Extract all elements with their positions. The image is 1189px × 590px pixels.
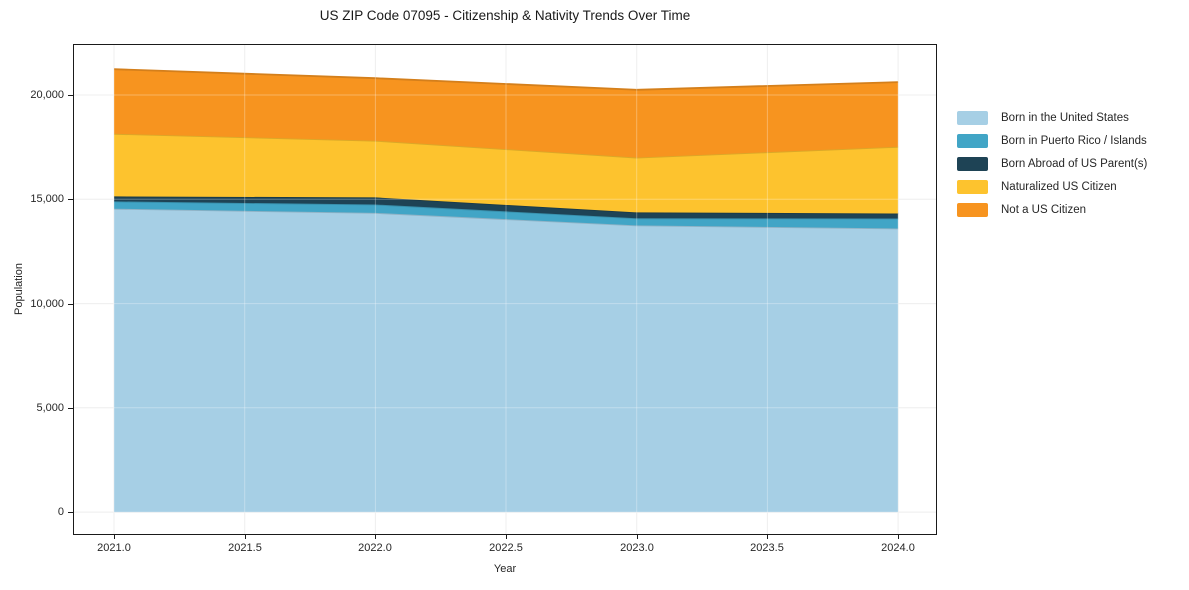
legend-label: Not a US Citizen	[1001, 203, 1087, 216]
legend-swatch-icon	[957, 179, 988, 194]
area-series-not-a-us-citizen	[114, 69, 899, 158]
y-axis-tick-label: 15,000	[30, 193, 64, 205]
area-edge-not-a-us-citizen	[113, 68, 899, 91]
y-axis-tick-mark	[68, 304, 73, 305]
x-axis-tick-mark	[375, 535, 376, 539]
x-axis-label: Year	[493, 563, 517, 575]
y-axis-tick-mark	[68, 408, 73, 409]
y-axis-tick-mark	[68, 512, 73, 513]
area-series-born-in-the-united-states	[114, 208, 899, 513]
x-axis-tick-label: 2024.0	[881, 542, 915, 554]
area-series-born-in-puerto-rico-islands	[114, 201, 899, 229]
area-series-naturalized-us-citizen	[114, 133, 899, 214]
legend-label: Born in Puerto Rico / Islands	[1001, 134, 1147, 147]
x-axis-tick-mark	[506, 535, 507, 539]
y-axis-tick-label: 0	[57, 506, 64, 518]
legend-label: Born in the United States	[1001, 111, 1129, 124]
x-axis-tick-label: 2021.0	[97, 542, 131, 554]
legend-item-born-in-the-united-states: Born in the United States	[957, 106, 1147, 129]
x-axis-tick-mark	[767, 535, 768, 539]
x-axis-tick-mark	[245, 535, 246, 539]
plot-area	[73, 44, 937, 535]
x-axis-tick-mark	[114, 535, 115, 539]
x-axis-tick-label: 2022.0	[358, 542, 392, 554]
chart-title: US ZIP Code 07095 - Citizenship & Nativi…	[319, 8, 691, 23]
legend-swatch-icon	[957, 156, 988, 171]
legend-swatch-icon	[957, 133, 988, 148]
y-axis-tick-label: 20,000	[30, 89, 64, 101]
x-axis-tick-mark	[637, 535, 638, 539]
x-axis-tick-label: 2023.0	[620, 542, 654, 554]
y-axis-tick-mark	[68, 95, 73, 96]
stacked-area-chart	[74, 45, 936, 534]
y-axis-label: Population	[13, 263, 25, 315]
x-axis-tick-label: 2021.5	[228, 542, 262, 554]
y-axis-tick-label: 5,000	[36, 402, 64, 414]
legend-swatch-icon	[957, 202, 988, 217]
y-axis-tick-label: 10,000	[30, 298, 64, 310]
legend-swatch-icon	[957, 110, 988, 125]
legend-item-born-in-puerto-rico-islands: Born in Puerto Rico / Islands	[957, 129, 1147, 152]
y-axis-tick-mark	[68, 199, 73, 200]
legend-item-not-a-us-citizen: Not a US Citizen	[957, 198, 1147, 221]
legend: Born in the United States Born in Puerto …	[957, 106, 1147, 221]
legend-item-born-abroad-of-us-parent-s: Born Abroad of US Parent(s)	[957, 152, 1147, 175]
x-axis-tick-label: 2022.5	[489, 542, 523, 554]
x-axis-tick-label: 2023.5	[750, 542, 784, 554]
legend-label: Naturalized US Citizen	[1001, 180, 1117, 193]
x-axis-tick-mark	[898, 535, 899, 539]
legend-label: Born Abroad of US Parent(s)	[1001, 157, 1148, 170]
legend-item-naturalized-us-citizen: Naturalized US Citizen	[957, 175, 1147, 198]
